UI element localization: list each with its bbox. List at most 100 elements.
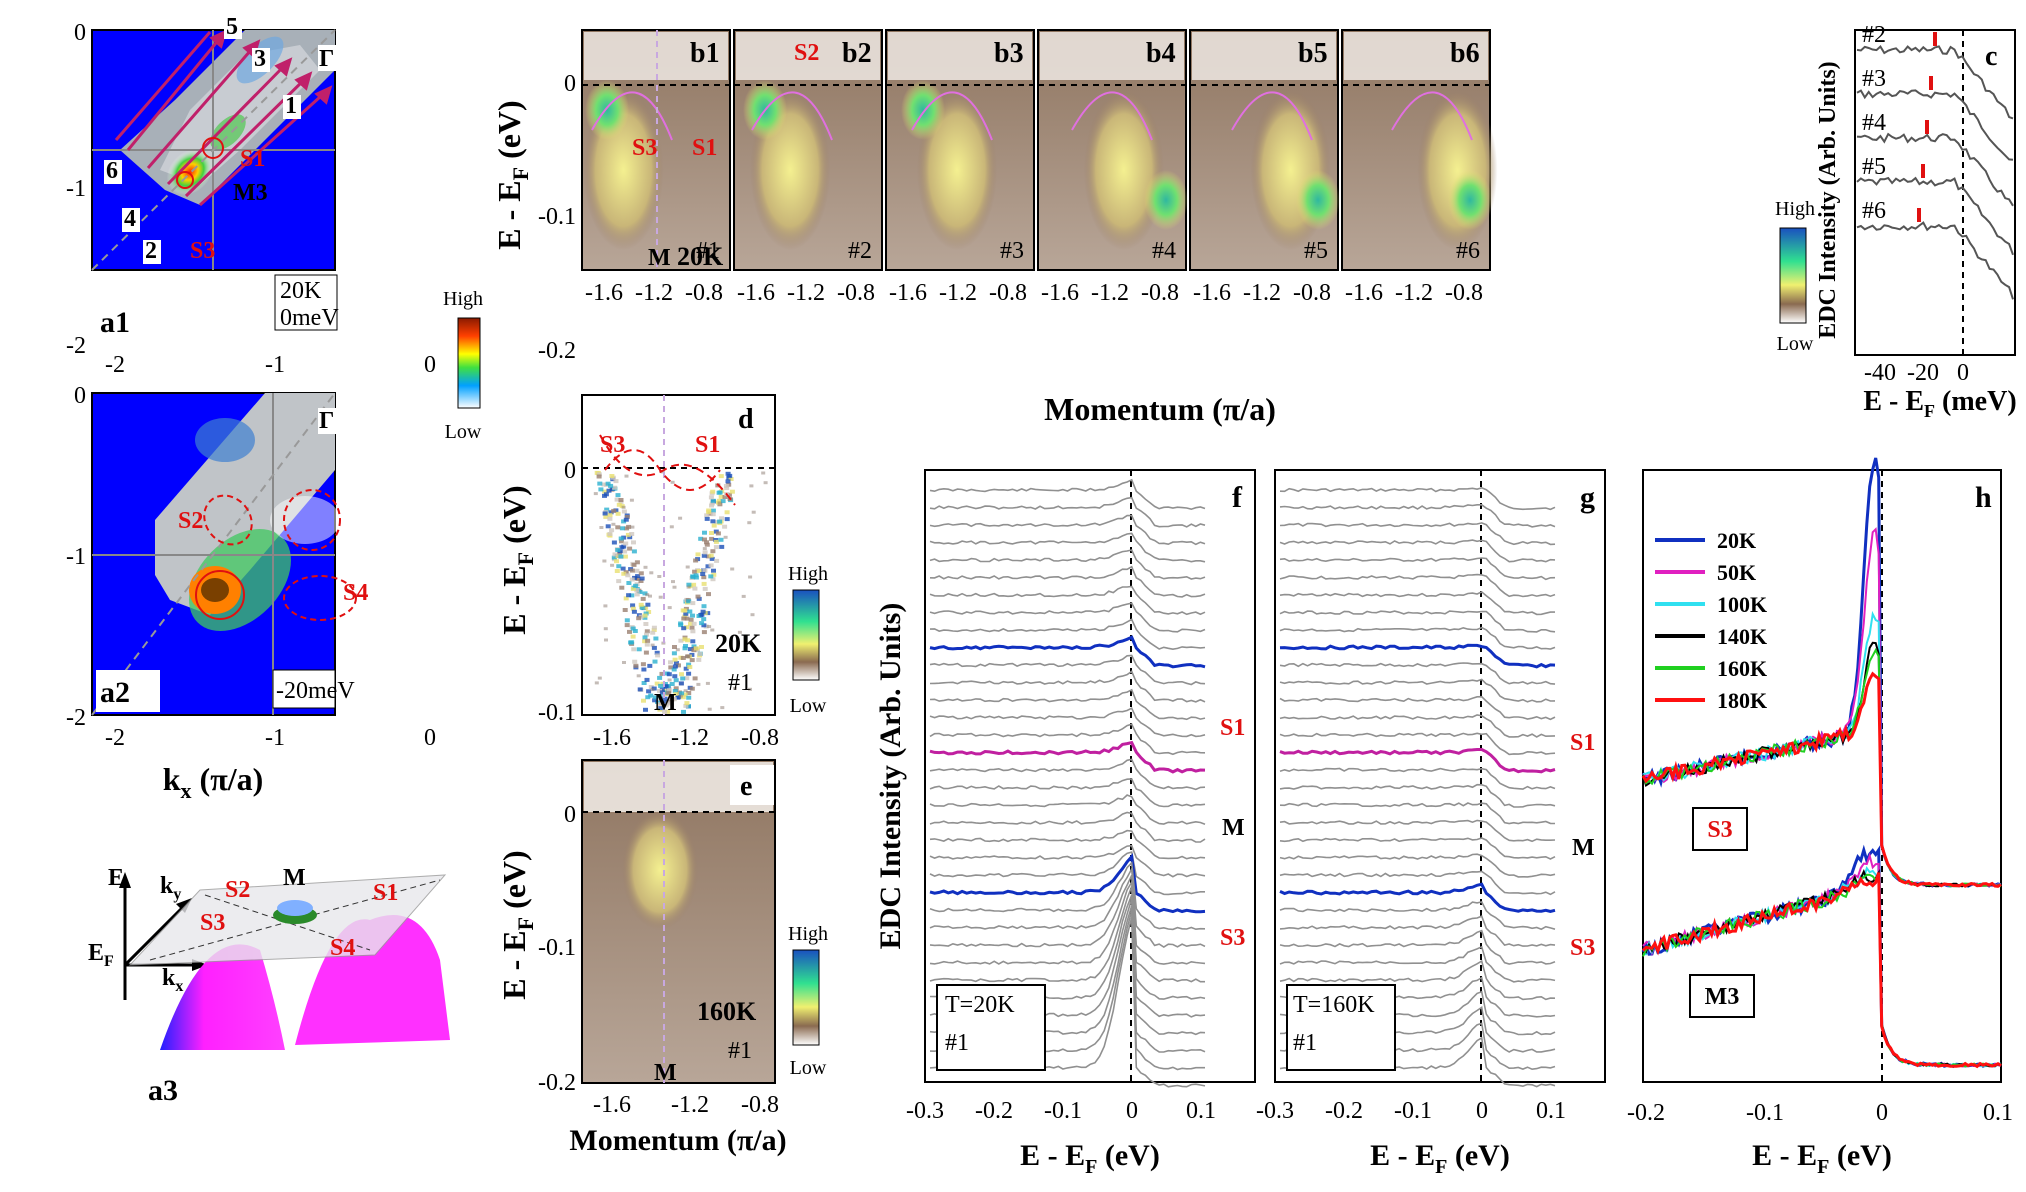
b1-temperature: 20K (677, 242, 724, 271)
c-xtick-2: 0 (1957, 360, 1969, 386)
g-marker-m: M (1572, 835, 1595, 861)
edc-curve (929, 707, 1206, 738)
b2-xtick-2: -0.8 (837, 280, 875, 306)
c-curve-label: #6 (1862, 198, 1886, 224)
edc-curve (929, 670, 1206, 703)
edc-curve (1279, 959, 1556, 1001)
b-panel-1: b1 #1 -1.6 -1.2 -0.8 (581, 29, 731, 306)
b6-xtick-1: -1.2 (1395, 280, 1433, 306)
c-edc-curve (1856, 89, 2014, 161)
edc-curve (1279, 837, 1556, 860)
a1-label-m3: M3 (233, 180, 268, 206)
a3-M-label: M (283, 865, 306, 891)
a3-band-left (160, 944, 285, 1050)
edc-curve (929, 532, 1206, 563)
fg-ylabel: EDC Intensity (Arb. Units) (874, 603, 907, 950)
a2-label-s2: S2 (178, 508, 203, 534)
a-colorbar: High Low (443, 288, 483, 443)
a2-xtick-0: -2 (105, 725, 125, 751)
b1-m-label: M (648, 245, 671, 271)
b1-label-s1: S1 (692, 135, 717, 161)
d-panel-label: d (738, 404, 754, 435)
b2-panel-label: b2 (842, 38, 872, 69)
b3-cut: #3 (1000, 238, 1024, 264)
b1-panel-label: b1 (690, 38, 720, 69)
d-label-s1: S1 (695, 432, 720, 458)
g-xlabel: E - EF (eV) (1370, 1139, 1510, 1178)
edc-curve (1279, 610, 1556, 633)
a1-xtick-2: 0 (424, 352, 436, 378)
edc-curve (929, 565, 1206, 598)
h-legend-20K: 20K (1717, 528, 1756, 553)
fg-xtick: 0.1 (1536, 1098, 1566, 1124)
b1-xtick-2: -0.8 (685, 280, 723, 306)
edc-curve (929, 758, 1206, 791)
panel-b: E - EF (eV) 0 -0.1 -0.2 b1 #1 -1.6 -1.2 -0.8… (491, 29, 1498, 427)
edc-curve (929, 602, 1206, 633)
fg-xtick: -0.1 (1044, 1098, 1082, 1124)
a-colorbar-high: High (443, 288, 483, 310)
h-legend-100K: 100K (1717, 592, 1767, 617)
edc-curve (929, 723, 1206, 756)
b3-panel-label: b3 (994, 38, 1024, 69)
c-edc-curve (1856, 132, 2014, 207)
a2-gamma: Γ (319, 408, 334, 434)
b1-xtick-0: -1.6 (585, 280, 623, 306)
e-temperature: 160K (697, 997, 757, 1026)
edc-curve (1279, 504, 1556, 528)
fg-xtick: 0 (1476, 1098, 1488, 1124)
edc-curve (929, 514, 1206, 546)
b-ylabel: E - EF (eV) (491, 100, 533, 249)
panel-h: 20K 50K 100K 140K 160K 180K h S3 M3 -0.2 -0.1… (1627, 457, 2013, 1178)
f-temperature: T=20K (945, 992, 1015, 1018)
fg-xtick: 0 (1126, 1098, 1138, 1124)
edc-curve (929, 654, 1206, 686)
edc-curve (1279, 802, 1556, 825)
cut-number-3: 3 (254, 46, 266, 72)
panel-c: #2 #3 #4 #5 #6 c -40 -20 0 EDC Intensity (Ar… (1815, 22, 2017, 421)
c-edc-curve (1856, 176, 2014, 256)
edc-curve (1279, 714, 1556, 738)
e-ylabel: E - EF (eV) (496, 850, 538, 999)
h-box-m3: M3 (1705, 984, 1740, 1010)
d-colorbar-low: Low (790, 695, 827, 717)
h-xtick-1: -0.1 (1746, 1100, 1784, 1126)
panel-a2: Γ S2 S4 a2 -20meV 0 -1 -2 -2 -1 0 kx (π/… (66, 383, 436, 803)
d-colorbar-high: High (788, 563, 828, 585)
fg-xtick: -0.3 (1256, 1098, 1294, 1124)
edc-curve (929, 861, 1206, 931)
b5-xtick-0: -1.6 (1193, 280, 1231, 306)
edc-curve (929, 874, 1206, 965)
b-xlabel: Momentum (π/a) (1044, 391, 1276, 427)
h-curve-180K-M3 (1641, 872, 2002, 1069)
b6-panel-label: b6 (1450, 38, 1480, 69)
cut-number-5: 5 (226, 14, 238, 40)
a3-E-axis: E (108, 865, 124, 891)
e-ytick-2: -0.2 (538, 1070, 576, 1096)
a2-label-s4: S4 (343, 580, 368, 606)
a2-data-region (155, 393, 335, 615)
h-panel-label: h (1975, 481, 1992, 514)
h-legend-160K: 160K (1717, 656, 1767, 681)
edc-curve (1279, 882, 1556, 914)
f-xlabel: E - EF (eV) (1020, 1139, 1160, 1178)
edc-curve (1279, 900, 1556, 931)
a-colorbar-low: Low (445, 421, 482, 443)
c-panel-label: c (1985, 41, 1997, 72)
edc-curve (929, 585, 1206, 616)
f-panel-label: f (1232, 481, 1243, 514)
edc-curve (1279, 870, 1556, 896)
e-colorbar-low: Low (790, 1057, 827, 1079)
a3-S4-label: S4 (330, 935, 355, 961)
b1-label-s3: S3 (632, 135, 657, 161)
fg-xtick: 0.1 (1186, 1098, 1216, 1124)
g-panel-label: g (1580, 481, 1595, 514)
f-marker-s3: S3 (1220, 925, 1245, 951)
bc-colorbar: High Low (1775, 198, 1815, 355)
e-colorbar-high: High (788, 923, 828, 945)
h-curve-180K-S3 (1641, 671, 2002, 888)
a1-xtick-1: -1 (265, 352, 285, 378)
edc-curve (1279, 732, 1556, 756)
a1-label-s1: S1 (240, 146, 265, 172)
